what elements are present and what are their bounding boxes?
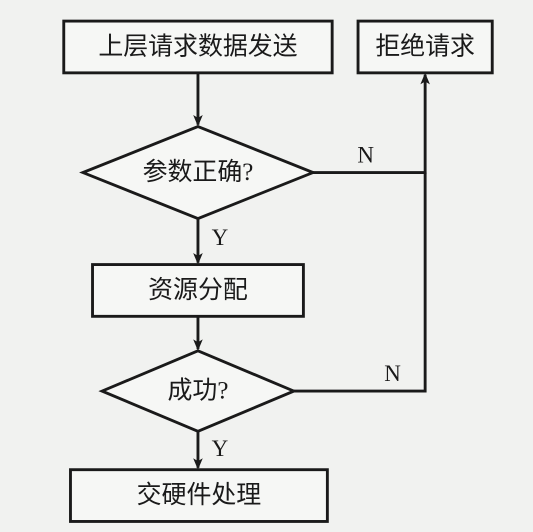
node-reject-label: 拒绝请求: [375, 33, 475, 61]
edge-check-alloc-label: Y: [212, 225, 229, 250]
edge-success-reject: N: [294, 173, 425, 392]
node-alloc: 资源分配: [93, 265, 304, 317]
node-check: 参数正确?: [83, 127, 313, 219]
node-start-label: 上层请求数据发送: [98, 33, 297, 61]
flowchart-canvas: 上层请求数据发送 拒绝请求 参数正确? 资源分配 成功? 交硬件处理 Y: [0, 0, 533, 532]
node-success: 成功?: [102, 351, 294, 432]
node-check-label: 参数正确?: [143, 158, 254, 186]
edge-check-reject-label: N: [357, 142, 374, 167]
node-success-label: 成功?: [168, 377, 229, 405]
edge-success-reject-label: N: [384, 361, 401, 386]
node-hardware-label: 交硬件处理: [137, 481, 262, 509]
node-reject: 拒绝请求: [358, 21, 492, 73]
edge-check-reject: N: [313, 75, 425, 173]
node-hardware: 交硬件处理: [70, 470, 327, 522]
edge-success-hardware-label: Y: [212, 436, 229, 461]
node-start: 上层请求数据发送: [64, 21, 332, 73]
edge-success-hardware: Y: [198, 431, 229, 467]
edge-check-alloc: Y: [198, 219, 229, 263]
node-alloc-label: 资源分配: [148, 276, 248, 304]
